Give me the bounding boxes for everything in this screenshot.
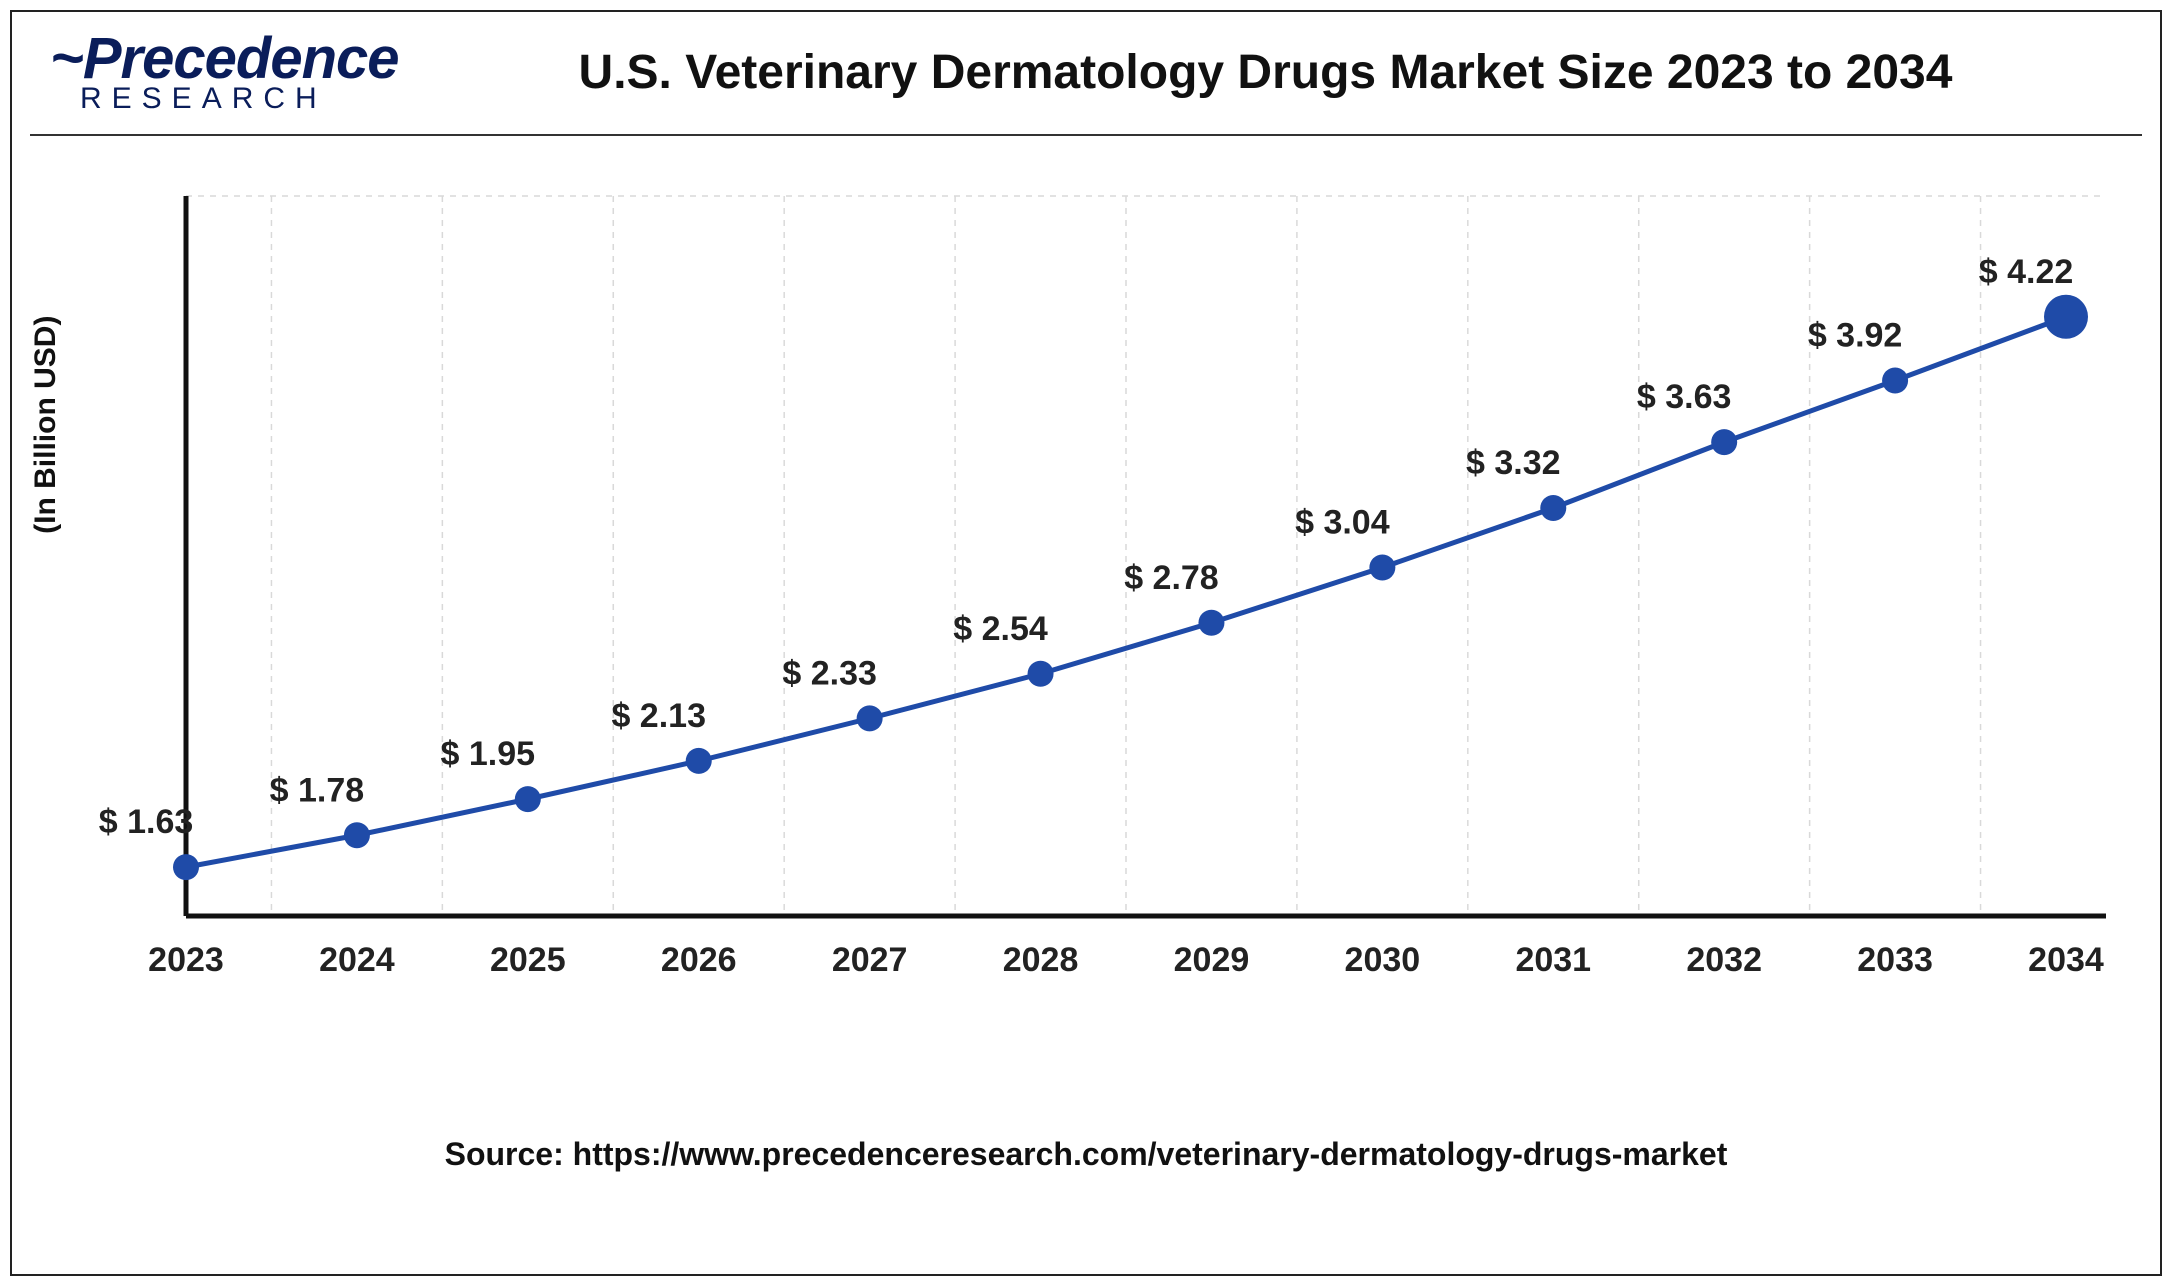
svg-text:$ 1.95: $ 1.95: [441, 735, 536, 773]
svg-text:2024: 2024: [319, 941, 395, 979]
svg-text:$ 2.13: $ 2.13: [611, 697, 706, 735]
logo-top: ~Precedence: [50, 30, 399, 88]
logo-bottom: RESEARCH: [50, 84, 399, 114]
market-chart: $ 1.63 $ 1.78 $ 1.95 $ 2.13 $ 2.33 $ 2.54 $ 2.…: [66, 176, 2106, 1076]
svg-text:2027: 2027: [832, 941, 908, 979]
svg-text:2025: 2025: [490, 941, 566, 979]
svg-text:$ 1.78: $ 1.78: [270, 771, 365, 809]
source-text: Source: https://www.precedenceresearch.c…: [30, 1136, 2142, 1173]
svg-text:2028: 2028: [1003, 941, 1079, 979]
y-axis-label: (In Billion USD): [29, 316, 63, 534]
svg-text:$ 1.63: $ 1.63: [99, 803, 194, 841]
svg-text:$ 3.32: $ 3.32: [1466, 444, 1561, 482]
svg-text:2031: 2031: [1515, 941, 1591, 979]
svg-text:$ 4.22: $ 4.22: [1979, 253, 2074, 291]
divider: [30, 134, 2142, 136]
chart-container: (In Billion USD) $ 1.63$ 1.78$ 1.95$ 2.1…: [66, 176, 2106, 1076]
logo: ~Precedence RESEARCH: [50, 30, 399, 114]
svg-text:$ 2.78: $ 2.78: [1124, 559, 1219, 597]
header: ~Precedence RESEARCH U.S. Veterinary Der…: [30, 20, 2142, 134]
svg-text:2029: 2029: [1174, 941, 1250, 979]
svg-text:2023: 2023: [148, 941, 224, 979]
svg-text:2033: 2033: [1857, 941, 1933, 979]
svg-text:2034: 2034: [2028, 941, 2104, 979]
svg-text:$ 3.63: $ 3.63: [1637, 378, 1732, 416]
svg-text:$ 3.92: $ 3.92: [1808, 317, 1903, 355]
svg-text:$ 2.54: $ 2.54: [953, 610, 1048, 648]
svg-text:$ 2.33: $ 2.33: [782, 654, 877, 692]
svg-text:2032: 2032: [1686, 941, 1762, 979]
svg-text:2030: 2030: [1345, 941, 1421, 979]
chart-title: U.S. Veterinary Dermatology Drugs Market…: [579, 45, 2122, 100]
svg-text:2026: 2026: [661, 941, 737, 979]
svg-text:$ 3.04: $ 3.04: [1295, 504, 1390, 542]
